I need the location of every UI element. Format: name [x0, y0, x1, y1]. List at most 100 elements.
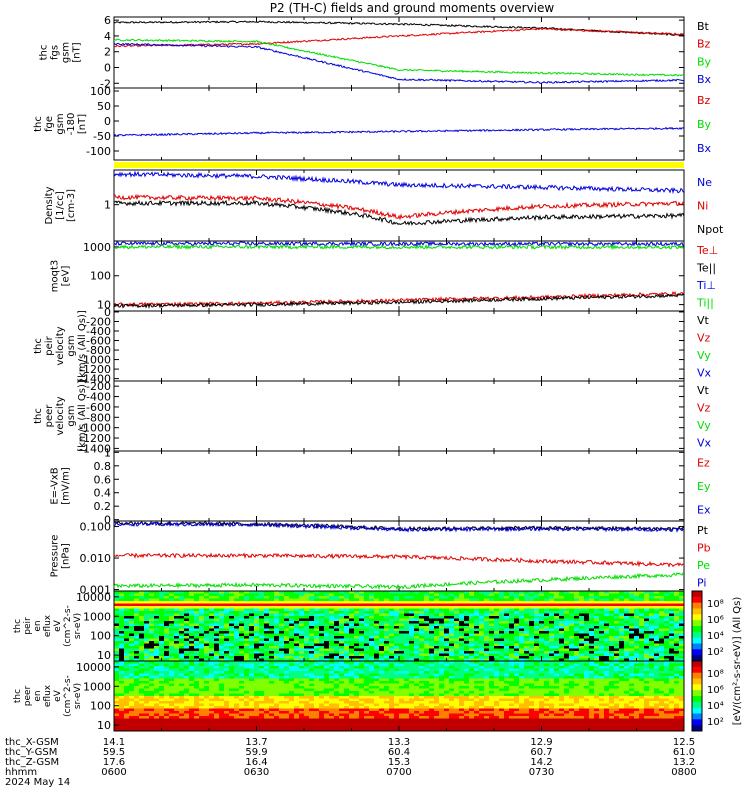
s1-cell [334, 626, 340, 629]
s1-cell [314, 611, 320, 614]
s2-cell [519, 681, 525, 684]
s2-cell [244, 681, 250, 684]
s1-cell [369, 641, 375, 644]
s1-cell [394, 613, 400, 617]
s1-cell [594, 648, 600, 652]
s2-cell [414, 673, 420, 677]
s1-cell [529, 618, 535, 622]
s1-cell [574, 656, 580, 659]
s1-cell [544, 638, 550, 642]
s1-cell [524, 613, 530, 617]
s2-cell [409, 683, 415, 687]
s1-cell [594, 616, 600, 619]
s1-cell [314, 593, 320, 597]
s1-cell [669, 616, 675, 619]
s1-cell [469, 611, 475, 614]
s2-cell [124, 671, 130, 674]
s1-cell [539, 593, 545, 597]
s2-cell [614, 663, 620, 667]
s1-cell [294, 598, 300, 602]
s1-cell [634, 633, 640, 637]
s1-cell [619, 598, 625, 602]
s2-cell [634, 668, 640, 672]
s1-cell [124, 613, 130, 617]
s2-cell [219, 676, 225, 679]
s1-cell [509, 641, 515, 644]
s1-cell [404, 623, 410, 627]
s1-cell [544, 653, 550, 657]
s1-cell [659, 656, 665, 659]
s2-cell [189, 666, 195, 669]
s1-cell [619, 641, 625, 644]
s1-cell [649, 591, 655, 594]
s2-cell [424, 671, 430, 674]
s2-cell [649, 683, 655, 687]
s1-cell [539, 621, 545, 624]
s2-cell [459, 688, 465, 692]
s1-cell [544, 591, 550, 594]
s2-cell [524, 661, 530, 664]
s2-cell [604, 663, 610, 667]
s2-cell [309, 686, 315, 689]
s1-cell [229, 616, 235, 619]
s1-cell [344, 608, 350, 612]
s1-cell [279, 653, 285, 657]
s1-cell [319, 598, 325, 602]
s2-cell [429, 676, 435, 679]
s2-cell [469, 688, 475, 692]
s1-cell [529, 651, 535, 654]
s2-cell [354, 681, 360, 684]
s1-cell [604, 616, 610, 619]
p1-series-1 [113, 27, 685, 48]
s1-cell [249, 613, 255, 617]
s1-cell [514, 611, 520, 614]
s2-cell [459, 663, 465, 667]
s1-cell [189, 596, 195, 599]
s2-cell [194, 688, 200, 692]
s1-cell [379, 636, 385, 639]
s1-cell [649, 611, 655, 614]
s2-cell [334, 673, 340, 677]
s2-cell [604, 671, 610, 674]
s2-cell [239, 678, 245, 682]
s1-cell [549, 593, 555, 597]
s1-cell [459, 606, 465, 609]
s1-cell [274, 643, 280, 647]
s2-cell [599, 681, 605, 684]
s1-cell [314, 638, 320, 642]
s1-cell [244, 651, 250, 654]
s1-cell [649, 658, 655, 662]
s1-cell [434, 621, 440, 624]
s2-cell [394, 666, 400, 669]
s1-cell [309, 603, 315, 607]
s1-cell [154, 618, 160, 622]
s1-cell [489, 593, 495, 597]
s1-cell [444, 601, 450, 604]
s1-cell [149, 621, 155, 624]
s1-colorbar-tick: 10⁶ [707, 615, 724, 626]
s2-cell [194, 676, 200, 679]
s2-cell [584, 676, 590, 679]
s1-cell [584, 613, 590, 617]
s2-cell [139, 676, 145, 679]
s2-cell [294, 671, 300, 674]
s1-cell [674, 618, 680, 622]
s1-cell [654, 611, 660, 614]
s1-cell [659, 646, 665, 649]
s2-cell [634, 673, 640, 677]
s1-cell [349, 631, 355, 634]
s1-cell [589, 598, 595, 602]
s1-cell [144, 646, 150, 649]
p5-ylabel-line: thc [33, 338, 44, 354]
s2-cell [159, 673, 165, 677]
s1-cell [384, 608, 390, 612]
s1-cell [539, 618, 545, 622]
s2-cell [349, 666, 355, 669]
s2-cell [644, 668, 650, 672]
p7-ytick-label: 0.8 [94, 460, 112, 473]
s1-cell [324, 591, 330, 594]
s1-cell [184, 601, 190, 604]
s1-cell [114, 596, 120, 599]
s1-cell [274, 636, 280, 639]
s1-cell [519, 628, 525, 632]
